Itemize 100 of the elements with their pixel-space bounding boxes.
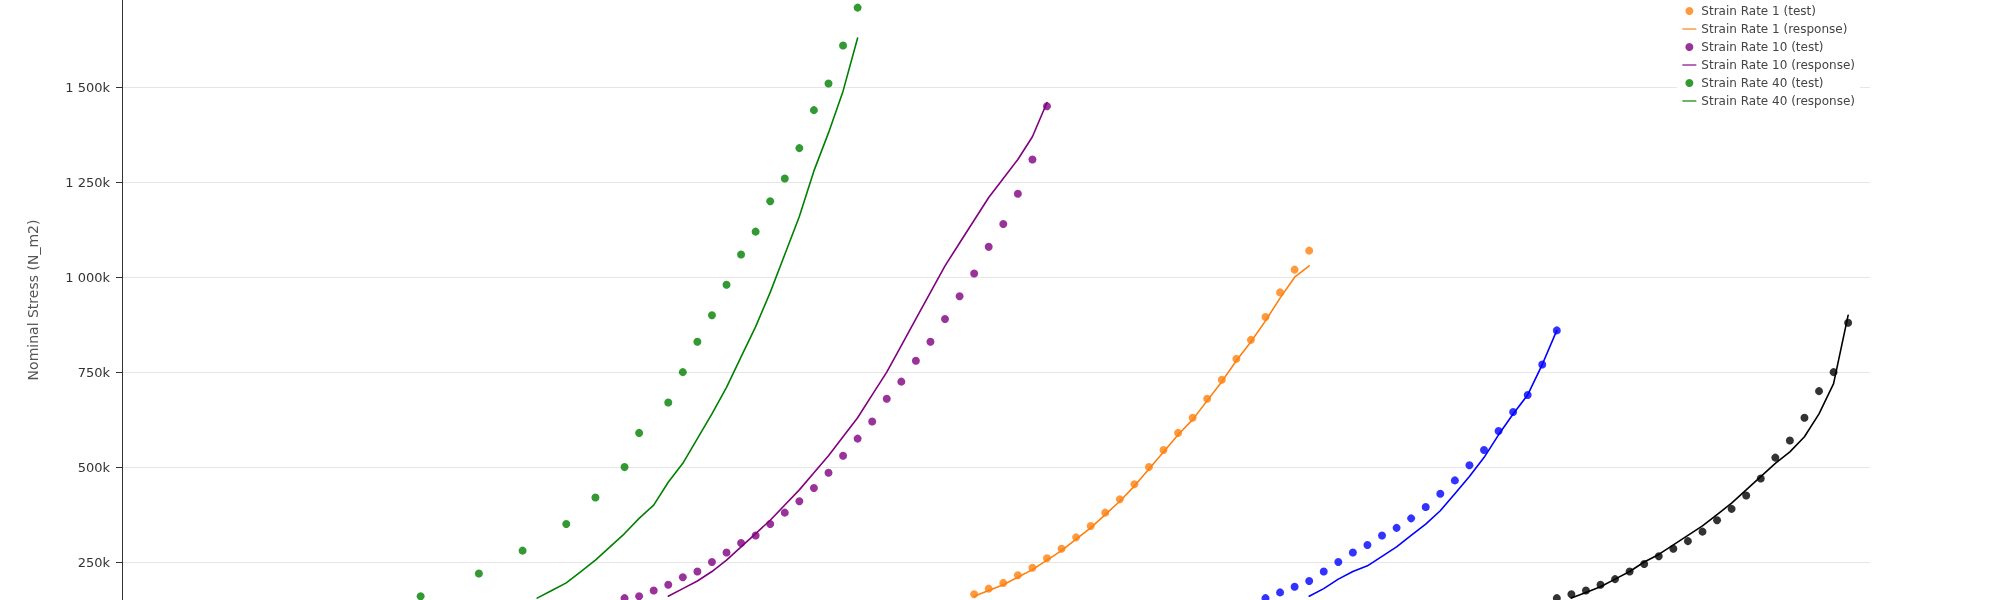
point xyxy=(1844,318,1853,327)
point xyxy=(1130,480,1139,489)
point xyxy=(766,197,775,206)
point xyxy=(1698,527,1707,536)
point xyxy=(1756,474,1765,483)
point xyxy=(1290,582,1299,591)
y-tick-label: 500k xyxy=(77,459,111,475)
point xyxy=(853,3,862,12)
point xyxy=(1028,155,1037,164)
point xyxy=(926,337,935,346)
point xyxy=(751,531,760,540)
point xyxy=(1683,537,1692,546)
point xyxy=(1742,491,1751,500)
point xyxy=(1144,463,1153,472)
point xyxy=(1232,354,1241,363)
point xyxy=(999,220,1008,229)
y-axis-title: Nominal Stress (N_m2) xyxy=(25,219,41,381)
y-tick-label: 1 500k xyxy=(65,79,111,95)
point xyxy=(664,580,673,589)
point xyxy=(1713,516,1722,525)
point xyxy=(1465,461,1474,470)
point xyxy=(474,569,483,578)
legend-label: Strain Rate 10 (test) xyxy=(1701,40,1824,54)
point xyxy=(1727,504,1736,513)
y-tick-label: 750k xyxy=(77,364,111,380)
point xyxy=(780,508,789,517)
point xyxy=(853,434,862,443)
legend-label: Strain Rate 40 (response) xyxy=(1701,94,1856,108)
point xyxy=(1013,189,1022,198)
point xyxy=(1436,489,1445,498)
point xyxy=(955,292,964,301)
point xyxy=(1013,571,1022,580)
point xyxy=(809,483,818,492)
point xyxy=(1815,387,1824,396)
point xyxy=(839,451,848,460)
point xyxy=(1086,521,1095,530)
point xyxy=(1479,446,1488,454)
point xyxy=(1581,586,1590,595)
point xyxy=(999,578,1008,587)
point xyxy=(1159,446,1168,454)
legend-label: Strain Rate 1 (test) xyxy=(1701,4,1816,18)
point xyxy=(1276,288,1285,297)
y-tick-label: 250k xyxy=(77,554,111,570)
point xyxy=(1378,531,1387,540)
point xyxy=(1509,408,1518,417)
point xyxy=(780,174,789,183)
point xyxy=(1450,476,1459,485)
legend-label: Strain Rate 10 (response) xyxy=(1701,58,1856,72)
point xyxy=(1042,554,1051,563)
point xyxy=(1319,567,1328,576)
point xyxy=(1072,533,1081,542)
point xyxy=(1246,335,1255,344)
point xyxy=(562,520,571,529)
point xyxy=(678,573,687,582)
point xyxy=(1261,313,1270,322)
point xyxy=(1829,368,1838,377)
point xyxy=(1538,360,1547,369)
point xyxy=(1101,508,1110,517)
point xyxy=(722,280,731,289)
point xyxy=(795,497,804,506)
point xyxy=(795,144,804,153)
point xyxy=(1669,544,1678,553)
point xyxy=(941,314,950,323)
legend-label: Strain Rate 1 (response) xyxy=(1701,22,1848,36)
point xyxy=(1392,523,1401,532)
point xyxy=(678,368,687,377)
point xyxy=(722,548,731,557)
point xyxy=(693,337,702,346)
point xyxy=(882,394,891,403)
point xyxy=(1421,502,1430,511)
y-tick-label: 1 000k xyxy=(65,269,111,285)
point xyxy=(1203,394,1212,403)
point xyxy=(1785,436,1794,445)
point xyxy=(1348,548,1357,557)
point xyxy=(693,567,702,576)
point xyxy=(1407,514,1416,523)
point xyxy=(1334,558,1343,567)
point xyxy=(1771,453,1780,462)
point xyxy=(1654,552,1663,561)
point xyxy=(839,41,848,50)
point xyxy=(868,417,877,426)
point xyxy=(737,250,746,259)
point xyxy=(620,463,629,472)
point xyxy=(809,106,818,115)
point xyxy=(1494,427,1503,436)
point xyxy=(1217,375,1226,384)
point xyxy=(1596,580,1605,589)
point xyxy=(1305,246,1314,255)
point xyxy=(1028,563,1037,572)
point xyxy=(649,586,658,595)
point xyxy=(824,79,833,88)
point xyxy=(635,592,644,600)
point xyxy=(1552,326,1561,335)
point xyxy=(1523,390,1532,399)
point xyxy=(911,356,920,365)
point xyxy=(751,227,760,236)
point xyxy=(664,398,673,407)
point xyxy=(824,468,833,477)
point xyxy=(1611,575,1620,584)
point xyxy=(984,584,993,593)
